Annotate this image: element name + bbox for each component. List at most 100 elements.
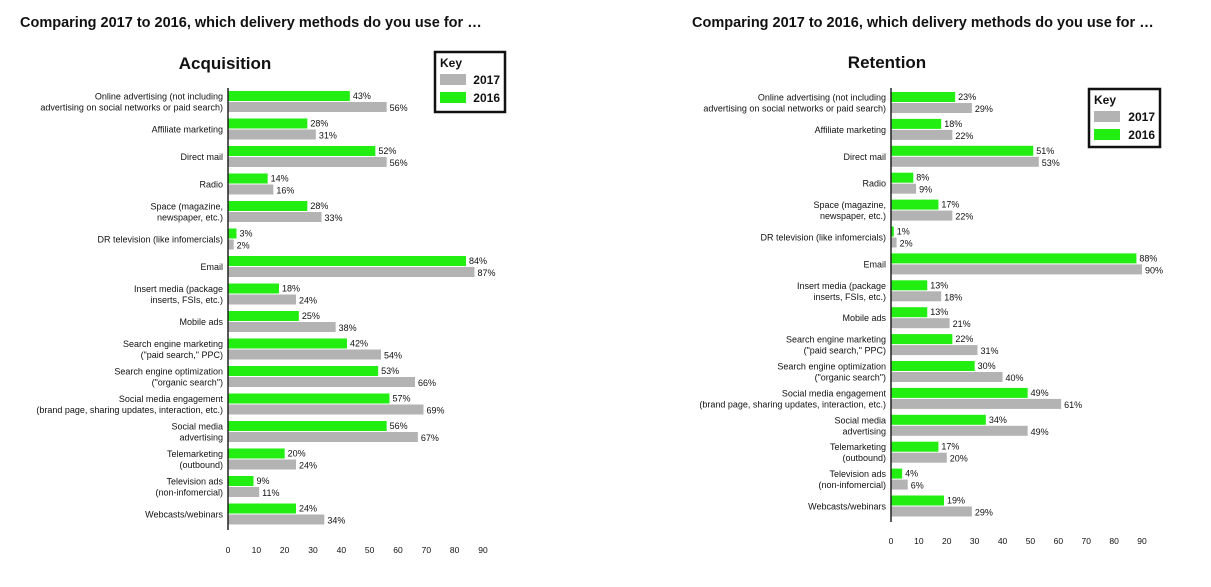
category-label: advertising xyxy=(179,433,223,443)
bar-2017 xyxy=(228,487,260,497)
bar-group: Webcasts/webinars 19% 29% xyxy=(808,495,993,518)
category-label: newspaper, etc.) xyxy=(820,211,886,221)
bar-2016 xyxy=(891,387,1028,398)
category-label: ("organic search") xyxy=(152,378,223,388)
bar-group: DR television (like infomercials) 1% 2% xyxy=(760,226,913,249)
bar-2017 xyxy=(891,506,972,517)
x-tick-label: 90 xyxy=(1137,536,1147,546)
data-label-2016: 30% xyxy=(978,361,996,371)
data-label-2017: 24% xyxy=(299,296,317,306)
data-label-2016: 88% xyxy=(1139,253,1157,263)
bar-2016 xyxy=(228,146,376,156)
bar-2017 xyxy=(228,212,322,222)
data-label-2017: 54% xyxy=(384,351,402,361)
data-label-2016: 13% xyxy=(930,307,948,317)
bar-group: Telemarketing(outbound) 17% 20% xyxy=(830,441,968,464)
legend-title: Key xyxy=(440,56,462,70)
chart-subtitle: Retention xyxy=(848,53,926,72)
bar-group: Radio 8% 9% xyxy=(862,172,932,195)
bar-2016 xyxy=(228,201,308,211)
data-label-2016: 49% xyxy=(1031,388,1049,398)
data-label-2016: 25% xyxy=(302,311,320,321)
x-tick-label: 0 xyxy=(889,536,894,546)
category-label: Social media xyxy=(171,422,223,432)
category-label: Direct mail xyxy=(180,152,223,162)
bar-2016 xyxy=(891,361,975,371)
bar-2016 xyxy=(891,307,928,318)
bar-2017 xyxy=(891,103,972,113)
bar-2016 xyxy=(228,256,466,266)
category-label: Radio xyxy=(862,179,886,189)
category-label: Social media engagement xyxy=(119,394,224,404)
data-label-2016: 57% xyxy=(393,394,411,404)
bar-2017 xyxy=(228,459,296,470)
data-label-2017: 66% xyxy=(418,378,436,388)
category-label: DR television (like infomercials) xyxy=(760,233,886,243)
data-label-2016: 14% xyxy=(271,174,289,184)
data-label-2017: 90% xyxy=(1145,265,1163,275)
category-label: inserts, FSIs, etc.) xyxy=(150,295,223,305)
bar-2017 xyxy=(228,322,336,332)
bar-group: Social media engagement(brand page, shar… xyxy=(699,387,1082,410)
category-label: Search engine marketing xyxy=(786,335,886,345)
bar-2016 xyxy=(228,228,237,239)
data-label-2016: 22% xyxy=(955,334,973,344)
category-label: DR television (like infomercials) xyxy=(97,235,223,245)
data-label-2017: 11% xyxy=(262,488,279,498)
bar-2017 xyxy=(891,237,897,248)
bar-2016 xyxy=(228,283,279,294)
bar-group: Direct mail 52% 56% xyxy=(180,146,408,168)
bar-group: Social media engagement(brand page, shar… xyxy=(36,393,445,416)
bar-2017 xyxy=(891,425,1028,436)
bar-2016 xyxy=(891,118,942,129)
data-label-2016: 13% xyxy=(930,280,948,290)
bar-group: Space (magazine,newspaper, etc.) 17% 22% xyxy=(813,199,973,222)
category-label: (non-infomercial) xyxy=(818,480,886,490)
bar-group: Television ads(non-infomercial) 4% 6% xyxy=(818,468,924,491)
category-label: Mobile ads xyxy=(179,317,223,327)
bar-2017 xyxy=(891,398,1062,409)
bar-2017 xyxy=(891,129,953,140)
data-label-2017: 34% xyxy=(327,516,345,526)
category-label: Email xyxy=(863,259,886,269)
x-tick-label: 20 xyxy=(942,536,952,546)
bar-2017 xyxy=(228,349,381,360)
category-label: ("paid search," PPC) xyxy=(804,346,886,356)
x-tick-label: 10 xyxy=(252,545,262,555)
category-label: newspaper, etc.) xyxy=(157,213,223,223)
bar-2017 xyxy=(228,514,325,525)
data-label-2016: 19% xyxy=(947,496,965,506)
category-label: Email xyxy=(200,262,223,272)
bar-group: Online advertising (not includingadverti… xyxy=(703,92,993,114)
x-tick-label: 20 xyxy=(280,545,290,555)
category-label: Insert media (package xyxy=(797,281,886,291)
x-tick-label: 90 xyxy=(478,545,488,555)
data-label-2017: 16% xyxy=(276,186,294,196)
bar-2016 xyxy=(891,92,956,102)
data-label-2016: 17% xyxy=(941,200,959,210)
data-label-2017: 49% xyxy=(1031,427,1049,437)
data-label-2017: 87% xyxy=(478,268,496,278)
data-label-2017: 67% xyxy=(421,433,439,443)
data-label-2016: 23% xyxy=(958,92,976,102)
data-label-2017: 61% xyxy=(1064,400,1082,410)
bar-2017 xyxy=(228,129,316,140)
data-label-2016: 42% xyxy=(350,339,368,349)
data-label-2016: 53% xyxy=(381,366,399,376)
bar-2016 xyxy=(891,199,939,210)
bar-2016 xyxy=(228,338,347,349)
x-tick-label: 70 xyxy=(422,545,432,555)
bar-2017 xyxy=(228,157,387,167)
bar-group: Affiliate marketing 18% 22% xyxy=(815,118,973,141)
data-label-2016: 4% xyxy=(905,469,918,479)
x-tick-label: 30 xyxy=(308,545,318,555)
legend-label-2016: 2016 xyxy=(473,91,500,105)
x-tick-label: 50 xyxy=(365,545,375,555)
category-label: Mobile ads xyxy=(842,313,886,323)
category-label: advertising xyxy=(842,426,886,436)
legend-label-2016: 2016 xyxy=(1128,128,1155,142)
chart-subtitle: Acquisition xyxy=(179,54,272,73)
data-label-2016: 9% xyxy=(257,476,270,486)
category-label: Television ads xyxy=(166,477,223,487)
